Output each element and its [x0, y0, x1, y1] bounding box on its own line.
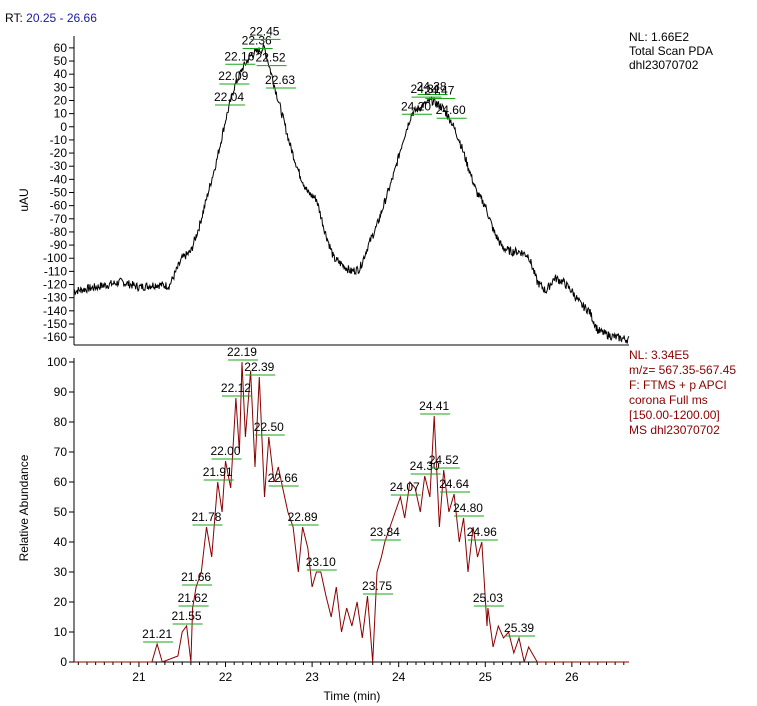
y-tick-label: -150	[43, 317, 67, 331]
x-tick-label: 22	[219, 670, 233, 684]
y-tick-label: 50	[54, 54, 68, 68]
y-tick-label: 10	[54, 625, 68, 639]
peak-label: 22.52	[256, 51, 286, 65]
peak-label: 22.12	[221, 381, 251, 395]
peak-label: 23.10	[306, 555, 336, 569]
peak-label: 23.84	[370, 525, 400, 539]
peak-label: 24.60	[436, 103, 466, 117]
y-tick-label: 60	[54, 41, 68, 55]
x-tick-label: 24	[392, 670, 406, 684]
rt-label: RT:	[5, 11, 23, 25]
x-axis-label: Time (min)	[324, 689, 381, 703]
pda-y-axis-label: uAU	[17, 188, 31, 211]
y-tick-label: -60	[50, 199, 68, 213]
peak-label: 22.00	[211, 444, 241, 458]
peak-label: 21.21	[142, 627, 172, 641]
peak-label: 22.39	[244, 360, 274, 374]
y-tick-label: 40	[54, 67, 68, 81]
ms-info: NL: 3.34E5 m/z= 567.35-567.45 F: FTMS + …	[629, 348, 736, 438]
peak-label: 24.80	[453, 501, 483, 515]
y-tick-label: 90	[54, 385, 68, 399]
y-tick-label: -30	[50, 159, 68, 173]
peak-label: 22.09	[218, 69, 248, 83]
y-tick-label: -130	[43, 291, 67, 305]
rt-header: RT: 20.25 - 26.66	[5, 11, 97, 25]
y-tick-label: 10	[54, 107, 68, 121]
peak-label: 24.64	[439, 477, 469, 491]
y-tick-label: -40	[50, 172, 68, 186]
y-tick-label: -110	[44, 264, 67, 278]
y-tick-label: 80	[54, 415, 68, 429]
y-tick-label: 30	[54, 565, 68, 579]
peak-label: 21.62	[178, 591, 208, 605]
x-tick-label: 25	[479, 670, 493, 684]
peak-label: 22.36	[242, 34, 272, 48]
series-line	[73, 42, 630, 344]
peak-label: 24.20	[401, 99, 431, 113]
y-tick-label: -120	[43, 278, 67, 292]
ms-info-line: corona Full ms	[629, 393, 708, 407]
y-tick-label: 40	[54, 535, 68, 549]
ms-info-line: MS dhl23070702	[629, 423, 720, 437]
y-tick-label: 30	[54, 80, 68, 94]
y-tick-label: -160	[43, 330, 67, 344]
y-tick-label: -70	[50, 212, 68, 226]
y-tick-label: -100	[43, 251, 67, 265]
peak-label: 22.50	[254, 420, 284, 434]
ms-info-line: NL: 3.34E5	[629, 348, 690, 362]
x-tick-label: 23	[305, 670, 319, 684]
rt-range: 20.25 - 26.66	[26, 11, 97, 25]
peak-label: 24.30	[410, 459, 440, 473]
peak-label: 24.52	[429, 453, 459, 467]
ms-info-line: F: FTMS + p APCI	[629, 378, 727, 392]
peak-label: 25.39	[504, 621, 534, 635]
peak-label: 21.66	[181, 570, 211, 584]
y-tick-label: -20	[50, 146, 68, 160]
pda-info-line: dhl23070702	[629, 58, 699, 72]
y-tick-label: 70	[54, 445, 68, 459]
y-tick-label: 100	[47, 355, 67, 369]
y-tick-label: -140	[43, 304, 67, 318]
ms-y-axis-label: Relative Abundance	[17, 454, 31, 561]
y-tick-label: -90	[50, 238, 68, 252]
y-tick-label: 50	[54, 505, 68, 519]
peak-label: 24.96	[467, 525, 497, 539]
pda-info-line: NL: 1.66E2	[629, 30, 690, 44]
peak-label: 22.45	[249, 24, 279, 38]
y-tick-label: 20	[54, 595, 68, 609]
x-tick-label: 21	[132, 670, 146, 684]
y-tick-label: -50	[50, 186, 68, 200]
peak-label: 24.31	[411, 82, 441, 96]
y-tick-label: 60	[54, 475, 68, 489]
peak-label: 21.78	[191, 510, 221, 524]
peak-label: 21.91	[203, 465, 233, 479]
peak-label: 22.63	[265, 73, 295, 87]
ms-info-line: [150.00-1200.00]	[629, 408, 720, 422]
peak-label: 22.16	[224, 49, 254, 63]
peak-label: 22.66	[268, 471, 298, 485]
peak-label: 22.89	[288, 510, 318, 524]
series-line	[74, 361, 629, 663]
peak-label: 24.47	[424, 83, 454, 97]
y-tick-label: -10	[50, 133, 68, 147]
peak-label: 24.41	[419, 399, 449, 413]
peak-label: 22.19	[227, 345, 257, 359]
pda-info-line: Total Scan PDA	[629, 44, 714, 58]
y-tick-label: 0	[60, 655, 67, 669]
peak-label: 22.04	[214, 90, 244, 104]
peak-label: 25.03	[473, 591, 503, 605]
peak-label: 24.38	[417, 80, 447, 94]
peak-label: 24.07	[390, 480, 420, 494]
pda-plot: 6050403020100-10-20-30-40-50-60-70-80-90…	[43, 24, 630, 346]
x-tick-label: 26	[565, 670, 579, 684]
y-tick-label: 20	[54, 93, 68, 107]
y-tick-label: 0	[60, 120, 67, 134]
peak-label: 21.55	[172, 609, 202, 623]
ms-info-line: m/z= 567.35-567.45	[629, 363, 737, 377]
peak-label: 23.75	[362, 579, 392, 593]
pda-info: NL: 1.66E2 Total Scan PDA dhl23070702	[629, 30, 713, 72]
y-tick-label: -80	[50, 225, 68, 239]
